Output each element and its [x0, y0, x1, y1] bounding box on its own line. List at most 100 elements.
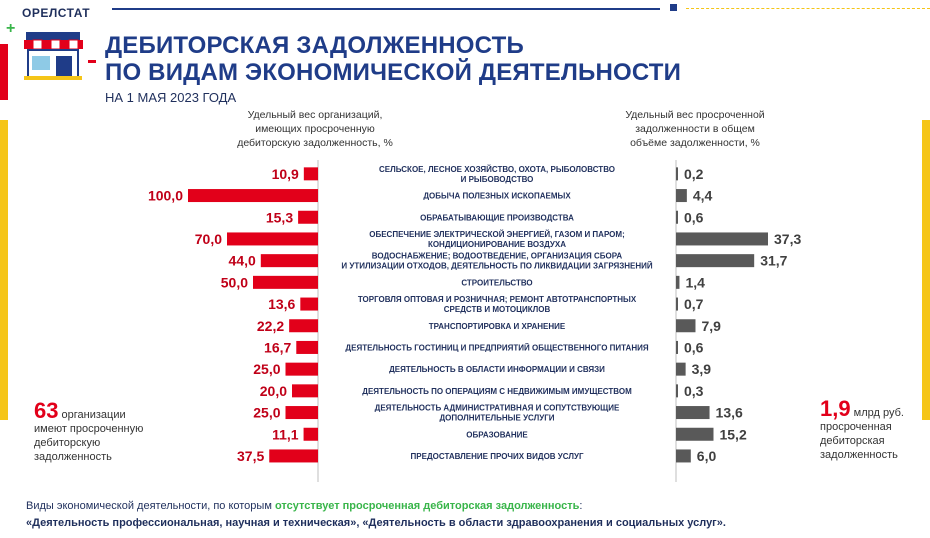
- left-summary: 63 организации имеют просроченную дебито…: [34, 400, 184, 464]
- footer-activities: «Деятельность профессиональная, научная …: [26, 517, 726, 529]
- left-summary-line: задолженность: [34, 451, 112, 463]
- right-bar: [676, 254, 755, 268]
- category-label: И РЫБОВОДСТВО: [461, 175, 534, 184]
- category-label: ТОРГОВЛЯ ОПТОВАЯ И РОЗНИЧНАЯ; РЕМОНТ АВТ…: [358, 295, 637, 304]
- right-value-label: 13,6: [716, 405, 743, 421]
- right-value-label: 0,6: [684, 339, 704, 355]
- left-value-label: 25,0: [253, 405, 280, 421]
- left-bar: [303, 427, 318, 441]
- left-bar: [188, 189, 318, 203]
- category-label: ОБЕСПЕЧЕНИЕ ЭЛЕКТРИЧЕСКОЙ ЭНЕРГИЕЙ, ГАЗО…: [369, 230, 624, 239]
- category-label: ДОБЫЧА ПОЛЕЗНЫХ ИСКОПАЕМЫХ: [423, 192, 571, 201]
- right-header-line: объёме задолженности, %: [630, 137, 760, 149]
- right-value-label: 4,4: [693, 188, 713, 204]
- right-bar: [676, 167, 678, 181]
- category-label: СТРОИТЕЛЬСТВО: [461, 278, 532, 287]
- left-value-label: 11,1: [272, 426, 299, 442]
- left-header-line: Удельный вес организаций,: [247, 109, 383, 121]
- left-bar: [260, 254, 318, 268]
- right-bar: [676, 232, 768, 246]
- left-bar: [285, 406, 318, 420]
- plus-icon: +: [6, 20, 16, 37]
- right-bar: [676, 406, 710, 420]
- left-accent-red: [0, 44, 8, 100]
- category-label: ОБРАЗОВАНИЕ: [466, 430, 528, 439]
- left-bar: [296, 340, 318, 354]
- category-label: СЕЛЬСКОЕ, ЛЕСНОЕ ХОЗЯЙСТВО, ОХОТА, РЫБОЛ…: [379, 165, 615, 174]
- right-value-label: 1,4: [685, 274, 705, 290]
- category-label: ВОДОСНАБЖЕНИЕ; ВОДООТВЕДЕНИЕ, ОРГАНИЗАЦИ…: [372, 252, 623, 261]
- left-value-label: 20,0: [260, 383, 287, 399]
- right-summary-number: 1,9: [820, 396, 851, 421]
- right-value-label: 37,3: [774, 231, 801, 247]
- right-bar: [676, 319, 696, 333]
- category-label: ПРЕДОСТАВЛЕНИЕ ПРОЧИХ ВИДОВ УСЛУГ: [411, 452, 584, 461]
- footer-colon: :: [579, 500, 583, 512]
- left-accent-yellow: [0, 120, 8, 420]
- title-line-2: ПО ВИДАМ ЭКОНОМИЧЕСКОЙ ДЕЯТЕЛЬНОСТИ: [105, 59, 682, 86]
- left-summary-line: дебиторскую: [34, 437, 101, 449]
- page-subtitle: НА 1 МАЯ 2023 ГОДА: [105, 90, 237, 105]
- category-label: ДЕЯТЕЛЬНОСТЬ АДМИНИСТРАТИВНАЯ И СОПУТСТВ…: [375, 404, 620, 413]
- right-summary-line: дебиторская: [820, 435, 885, 447]
- right-header-line: Удельный вес просроченной: [625, 109, 765, 121]
- left-header-line: имеющих просроченную: [255, 123, 375, 135]
- header-square: [670, 4, 677, 11]
- minus-icon: [88, 60, 96, 63]
- left-bar: [285, 362, 318, 376]
- right-value-label: 3,9: [692, 361, 712, 377]
- footer-highlight: отсутствует просроченная дебиторская зад…: [274, 500, 580, 512]
- right-bar: [676, 449, 691, 463]
- category-label: ДЕЯТЕЛЬНОСТЬ В ОБЛАСТИ ИНФОРМАЦИИ И СВЯЗ…: [389, 365, 605, 374]
- left-value-label: 100,0: [148, 188, 183, 204]
- left-bar: [253, 275, 318, 289]
- left-summary-line: имеют просроченную: [34, 423, 144, 435]
- right-bar: [676, 384, 678, 398]
- category-label: И УТИЛИЗАЦИИ ОТХОДОВ, ДЕЯТЕЛЬНОСТЬ ПО ЛИ…: [341, 262, 652, 271]
- left-value-label: 10,9: [272, 166, 299, 182]
- left-value-label: 15,3: [266, 209, 293, 225]
- left-value-label: 37,5: [237, 448, 264, 464]
- category-label: ТРАНСПОРТИРОВКА И ХРАНЕНИЕ: [429, 322, 566, 331]
- left-bar: [289, 319, 318, 333]
- category-label: ДЕЯТЕЛЬНОСТЬ ГОСТИНИЦ И ПРЕДПРИЯТИЙ ОБЩЕ…: [345, 343, 648, 352]
- left-value-label: 50,0: [221, 274, 248, 290]
- left-value-label: 22,2: [257, 318, 284, 334]
- right-value-label: 15,2: [719, 426, 746, 442]
- right-bar: [676, 340, 678, 354]
- left-bar: [292, 384, 318, 398]
- right-bar: [676, 427, 714, 441]
- right-bar: [676, 362, 686, 376]
- left-value-label: 16,7: [264, 339, 291, 355]
- right-value-label: 0,3: [684, 383, 704, 399]
- right-header-line: задолженности в общем: [635, 123, 755, 135]
- right-value-label: 31,7: [760, 253, 787, 269]
- left-bar: [227, 232, 318, 246]
- right-bar: [676, 189, 687, 203]
- right-accent-yellow: [922, 120, 930, 420]
- left-summary-number: 63: [34, 398, 59, 423]
- left-header-line: дебиторскую задолженность, %: [237, 137, 393, 149]
- right-summary-line: задолженность: [820, 449, 898, 461]
- page-title: ДЕБИТОРСКАЯ ЗАДОЛЖЕННОСТЬ ПО ВИДАМ ЭКОНО…: [105, 32, 681, 86]
- right-value-label: 0,2: [684, 166, 704, 182]
- left-value-label: 70,0: [195, 231, 222, 247]
- header-divider: [112, 8, 660, 10]
- title-line-1: ДЕБИТОРСКАЯ ЗАДОЛЖЕННОСТЬ: [105, 32, 524, 59]
- right-bar: [676, 297, 678, 311]
- right-bar: [676, 210, 678, 224]
- footer-note: Виды экономической деятельности, по кото…: [26, 498, 916, 532]
- left-bar: [300, 297, 318, 311]
- category-label: КОНДИЦИОНИРОВАНИЕ ВОЗДУХА: [428, 240, 566, 249]
- left-value-label: 25,0: [253, 361, 280, 377]
- right-summary: 1,9 млрд руб. просроченная дебиторская з…: [820, 398, 930, 462]
- left-bar: [269, 449, 318, 463]
- right-value-label: 0,6: [684, 209, 704, 225]
- category-label: СРЕДСТВ И МОТОЦИКЛОВ: [444, 305, 551, 314]
- right-summary-line: просроченная: [820, 421, 892, 433]
- right-value-label: 7,9: [701, 318, 721, 334]
- right-column-header: Удельный вес просроченной задолженности …: [590, 108, 800, 150]
- category-label: ДОПОЛНИТЕЛЬНЫЕ УСЛУГИ: [439, 414, 554, 423]
- left-summary-unit: организации: [58, 409, 126, 421]
- left-bar: [303, 167, 318, 181]
